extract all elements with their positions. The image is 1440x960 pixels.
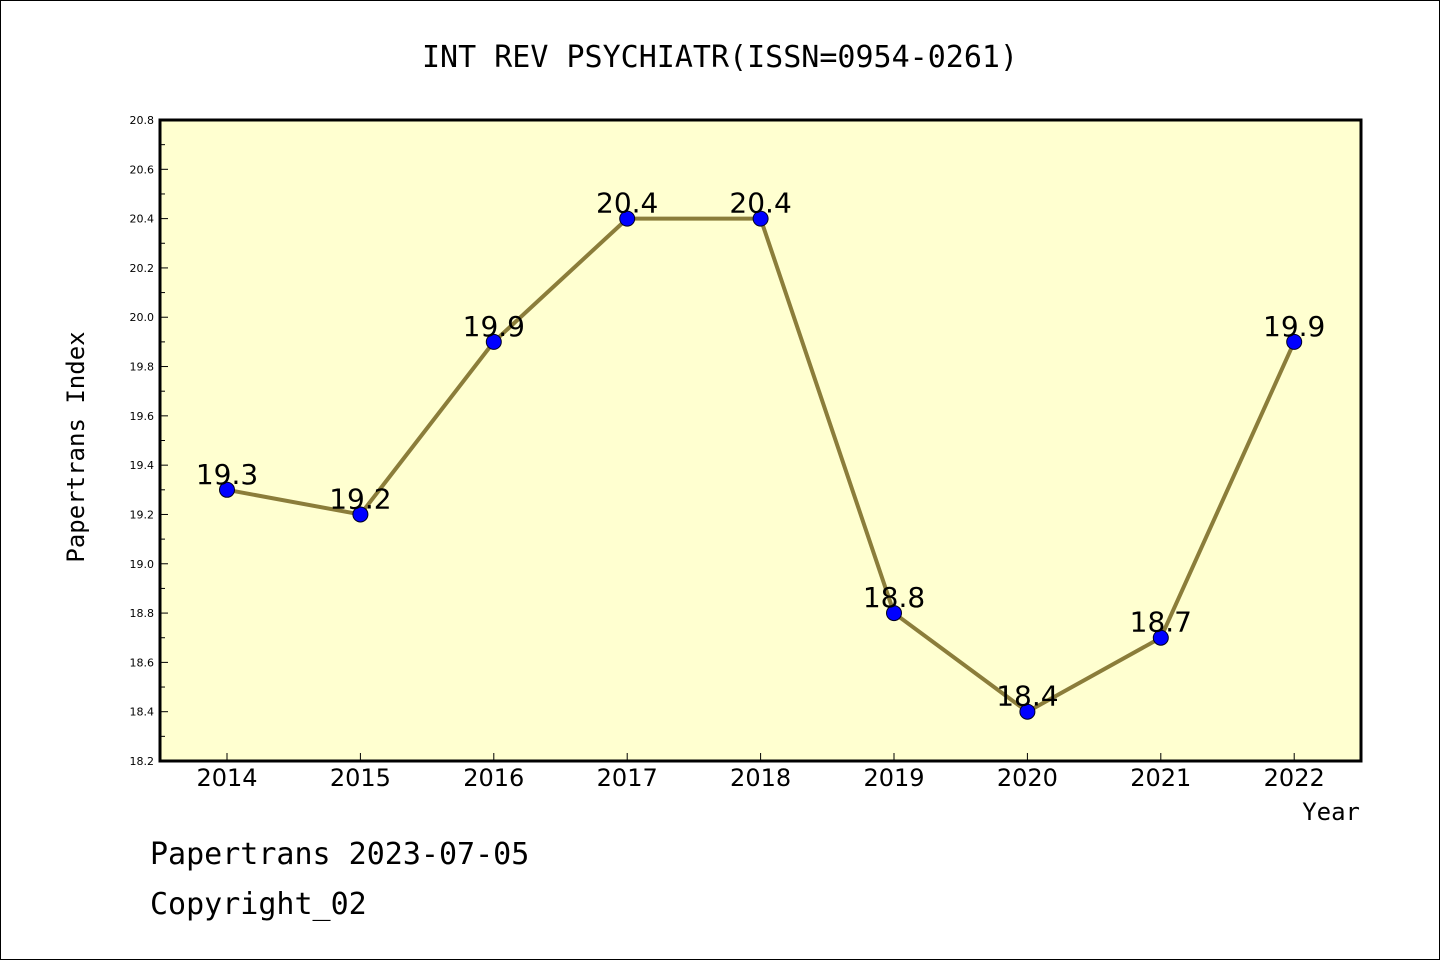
data-point — [485, 333, 502, 350]
series-line — [219, 210, 1303, 720]
x-tick-label: 2022 — [1264, 764, 1325, 792]
x-axis-label: Year — [1302, 798, 1360, 826]
data-label: 19.3 — [196, 458, 258, 491]
y-tick-label: 20.2 — [130, 262, 155, 275]
data-point — [752, 210, 769, 227]
y-tick-label: 19.4 — [130, 459, 155, 472]
data-label: 19.9 — [1263, 310, 1325, 343]
data-point — [1152, 629, 1169, 646]
y-tick-label: 18.4 — [130, 706, 155, 719]
y-tick-label: 18.2 — [130, 755, 155, 768]
data-labels: 19.3 19.2 19.9 20.4 20.4 18.8 18.4 18.7 19.9 — [196, 187, 1326, 713]
y-tick-label: 20.4 — [130, 213, 155, 226]
data-point — [619, 210, 636, 227]
data-point — [886, 605, 902, 622]
y-axis: 18.2 18.4 18.6 18.8 19.0 19.2 19.4 19.6 19.8 20.0… — [130, 114, 168, 768]
data-label: 20.4 — [596, 187, 658, 220]
x-tick-label: 2021 — [1130, 764, 1191, 792]
y-tick-label: 19.6 — [130, 410, 155, 423]
y-tick-label: 20.0 — [130, 311, 155, 324]
y-tick-label: 19.8 — [130, 361, 155, 374]
y-axis-label: Papertrans Index — [62, 331, 90, 562]
y-tick-label: 19.0 — [130, 558, 155, 571]
x-tick-label: 2016 — [463, 764, 524, 792]
data-label: 19.2 — [329, 482, 391, 515]
x-tick-label: 2020 — [997, 764, 1058, 792]
x-axis: 2014 2015 2016 2017 2018 2019 2020 2021 2022 — [196, 753, 1325, 792]
y-tick-label: 20.8 — [130, 114, 155, 127]
chart-title: INT REV PSYCHIATR(ISSN=0954-0261) — [422, 40, 1018, 75]
y-tick-label: 20.6 — [130, 163, 155, 176]
data-label: 18.4 — [996, 680, 1058, 713]
y-tick-label: 18.6 — [130, 656, 155, 669]
data-label: 19.9 — [463, 310, 525, 343]
x-tick-label: 2019 — [863, 764, 924, 792]
x-tick-label: 2014 — [196, 764, 257, 792]
x-tick-label: 2015 — [330, 764, 391, 792]
data-point — [1286, 333, 1303, 350]
footer-date: Papertrans 2023-07-05 — [150, 837, 529, 872]
data-point — [219, 481, 235, 498]
data-label: 20.4 — [729, 187, 791, 220]
y-tick-label: 18.8 — [130, 607, 155, 620]
x-tick-label: 2018 — [730, 764, 791, 792]
data-point — [1019, 703, 1036, 720]
data-point — [352, 506, 369, 523]
footer-copyright: Copyright_02 — [150, 887, 367, 922]
plot-area — [158, 118, 1363, 763]
data-label: 18.8 — [863, 581, 925, 614]
data-label: 18.7 — [1130, 606, 1192, 639]
x-tick-label: 2017 — [597, 764, 658, 792]
y-tick-label: 19.2 — [130, 508, 155, 521]
